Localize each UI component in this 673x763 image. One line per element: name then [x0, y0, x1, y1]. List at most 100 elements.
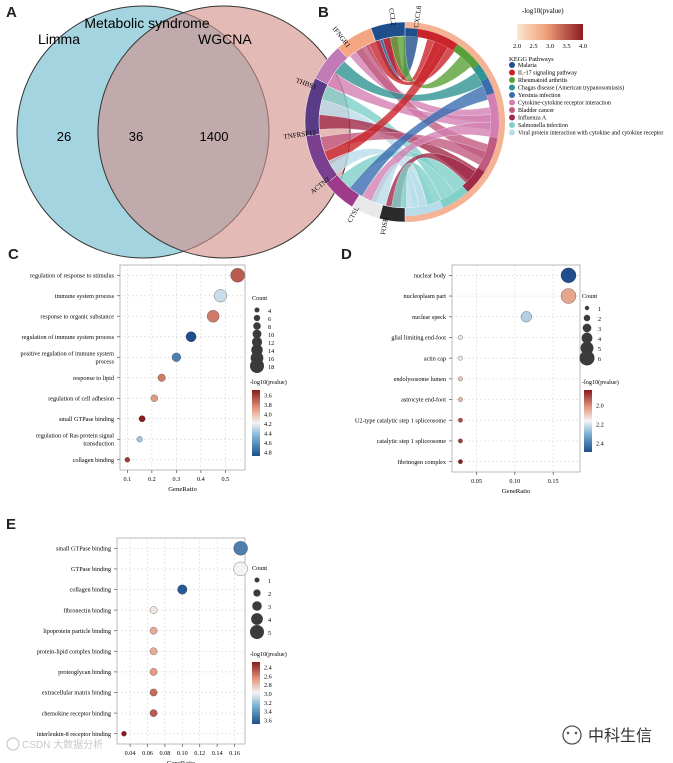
chord-diagram: CXCL8CCL2IFNGR1THBS1TNFRSF12ACTN2CTSLFOS…: [283, 5, 505, 235]
x-tick-label: 0.05: [471, 478, 482, 485]
size-legend-dot: [253, 322, 261, 330]
size-legend-label: 1: [598, 306, 601, 313]
chord-pathway-arc: [439, 185, 468, 208]
chord-colorbar-tick: 3.0: [546, 43, 554, 50]
size-legend-label: 10: [268, 332, 274, 339]
dot-point: [149, 626, 158, 635]
chord-colorbar-tick: 3.5: [562, 43, 570, 50]
color-legend-tick: 2.0: [596, 402, 604, 409]
dot-point: [560, 267, 577, 284]
term-label: fibronectin binding: [63, 607, 111, 614]
chord-pathway-arc: [405, 28, 419, 37]
chord-colorbar-title: -log10(pvalue): [522, 7, 564, 15]
chord-gene-label: CTSL: [346, 205, 361, 224]
size-legend-title: Count: [252, 295, 267, 302]
color-legend-tick: 3.8: [264, 402, 272, 409]
chord-legend-key-icon: [509, 122, 515, 128]
color-legend-tick: 4.6: [264, 440, 272, 447]
term-label: small GTPase binding: [56, 545, 111, 552]
chord-ribbon: [349, 85, 489, 197]
dot-point: [149, 647, 158, 656]
size-legend-dot: [583, 314, 591, 322]
term-label: small GTPase binding: [59, 416, 114, 423]
plot-area: [451, 264, 581, 473]
dot-point: [149, 606, 158, 614]
size-legend-label: 5: [268, 630, 271, 637]
color-legend-bar: [584, 390, 592, 452]
dot-point: [230, 268, 245, 283]
size-legend-dot: [251, 613, 263, 625]
dot-point: [157, 373, 166, 382]
x-tick-label: 0.1: [123, 476, 131, 483]
color-legend-tick: 2.4: [264, 664, 272, 671]
term-label: interleukin-8 receptor binding: [37, 731, 111, 738]
x-tick-label: 0.10: [509, 478, 520, 485]
term-label: response to lipid: [73, 375, 115, 382]
venn-limma-label: Limma: [38, 31, 80, 47]
color-legend-tick: 4.2: [264, 421, 272, 428]
term-label: actin cap: [424, 355, 446, 362]
watermark-left: CSDN 大数据分析: [6, 737, 103, 751]
size-legend-dot: [250, 625, 264, 639]
panel-label-c: C: [8, 246, 19, 263]
term-label: transduction: [83, 440, 114, 447]
chord-pathway-arc: [453, 44, 480, 70]
dot-point: [149, 668, 158, 676]
color-legend-title: -log10(pvalue): [250, 379, 287, 386]
chord-legend-label: Malaria: [518, 63, 537, 69]
term-label: response to organic substance: [40, 313, 114, 320]
size-legend-dot: [250, 359, 264, 373]
chord-gene-arc: [370, 21, 406, 42]
panel-label-b: B: [318, 4, 329, 21]
size-legend-label: 4: [598, 336, 601, 343]
color-legend-tick: 2.2: [596, 421, 604, 428]
x-tick-label: 0.2: [148, 476, 156, 483]
chord-pathway-arc: [405, 200, 444, 216]
dot-point: [458, 397, 463, 402]
color-legend-tick: 4.4: [264, 430, 272, 437]
color-legend-bar: [252, 662, 260, 724]
color-legend-tick: 3.6: [264, 718, 272, 725]
chord-pathway-arc: [462, 167, 485, 192]
size-legend-dot: [584, 305, 590, 311]
size-legend-dot: [581, 332, 593, 344]
venn-wgcna-count: 1400: [200, 129, 229, 144]
dot-point: [458, 376, 463, 382]
chord-gene-label: CXCL8: [412, 5, 423, 29]
chord-legend-label: Bladder cancer: [518, 108, 554, 114]
chord-legend-label: Cytokine-cytokine receptor interaction: [518, 101, 611, 107]
chord-colorbar: -log10(pvalue) 2.0 2.5 3.0 3.5 4.0: [513, 7, 587, 50]
size-legend-dot: [253, 589, 261, 597]
x-tick-label: 0.4: [197, 476, 205, 483]
chord-legend-label: Chagas disease (American trypanosomiasis…: [518, 85, 624, 92]
dot-point: [121, 731, 127, 737]
term-label: astrocyte end-foot: [401, 397, 446, 404]
chord-legend-label: Salmonella infection: [518, 122, 568, 129]
size-legend-label: 4: [268, 308, 271, 315]
term-label: GTPase binding: [71, 566, 111, 573]
term-label: nuclear speck: [412, 314, 447, 321]
term-label: positive regulation of immune system: [21, 351, 115, 358]
size-legend-dot: [252, 601, 262, 611]
color-legend-tick: 2.8: [264, 682, 272, 689]
chord-legend-key-icon: [509, 92, 515, 98]
x-axis-label: GeneRatio: [168, 486, 197, 493]
x-axis-label: GeneRatio: [167, 760, 196, 763]
size-legend-dot: [582, 323, 592, 333]
dotplot-e: 0.04 0.06 0.08 0.10 0.12 0.14 0.16 GeneRatio sma…: [37, 537, 287, 763]
chord-legend-title: KEGG Pathways: [509, 56, 554, 63]
term-label: chemokine receptor binding: [42, 710, 111, 717]
x-tick-label: 0.10: [177, 750, 188, 757]
color-legend-tick: 4.8: [264, 449, 272, 456]
chord-pathway-arc: [477, 136, 498, 172]
chord-legend-key-icon: [509, 99, 515, 106]
chord-legend-key-icon: [509, 107, 515, 113]
size-legend-label: 3: [268, 604, 271, 611]
size-legend-label: 6: [598, 356, 601, 363]
size-legend-label: 6: [268, 316, 271, 323]
venn-wgcna-circle: [97, 5, 351, 259]
chord-colorbar-tick: 2.0: [513, 43, 521, 50]
size-legend-label: 14: [268, 348, 274, 355]
x-tick-label: 0.3: [173, 476, 181, 483]
